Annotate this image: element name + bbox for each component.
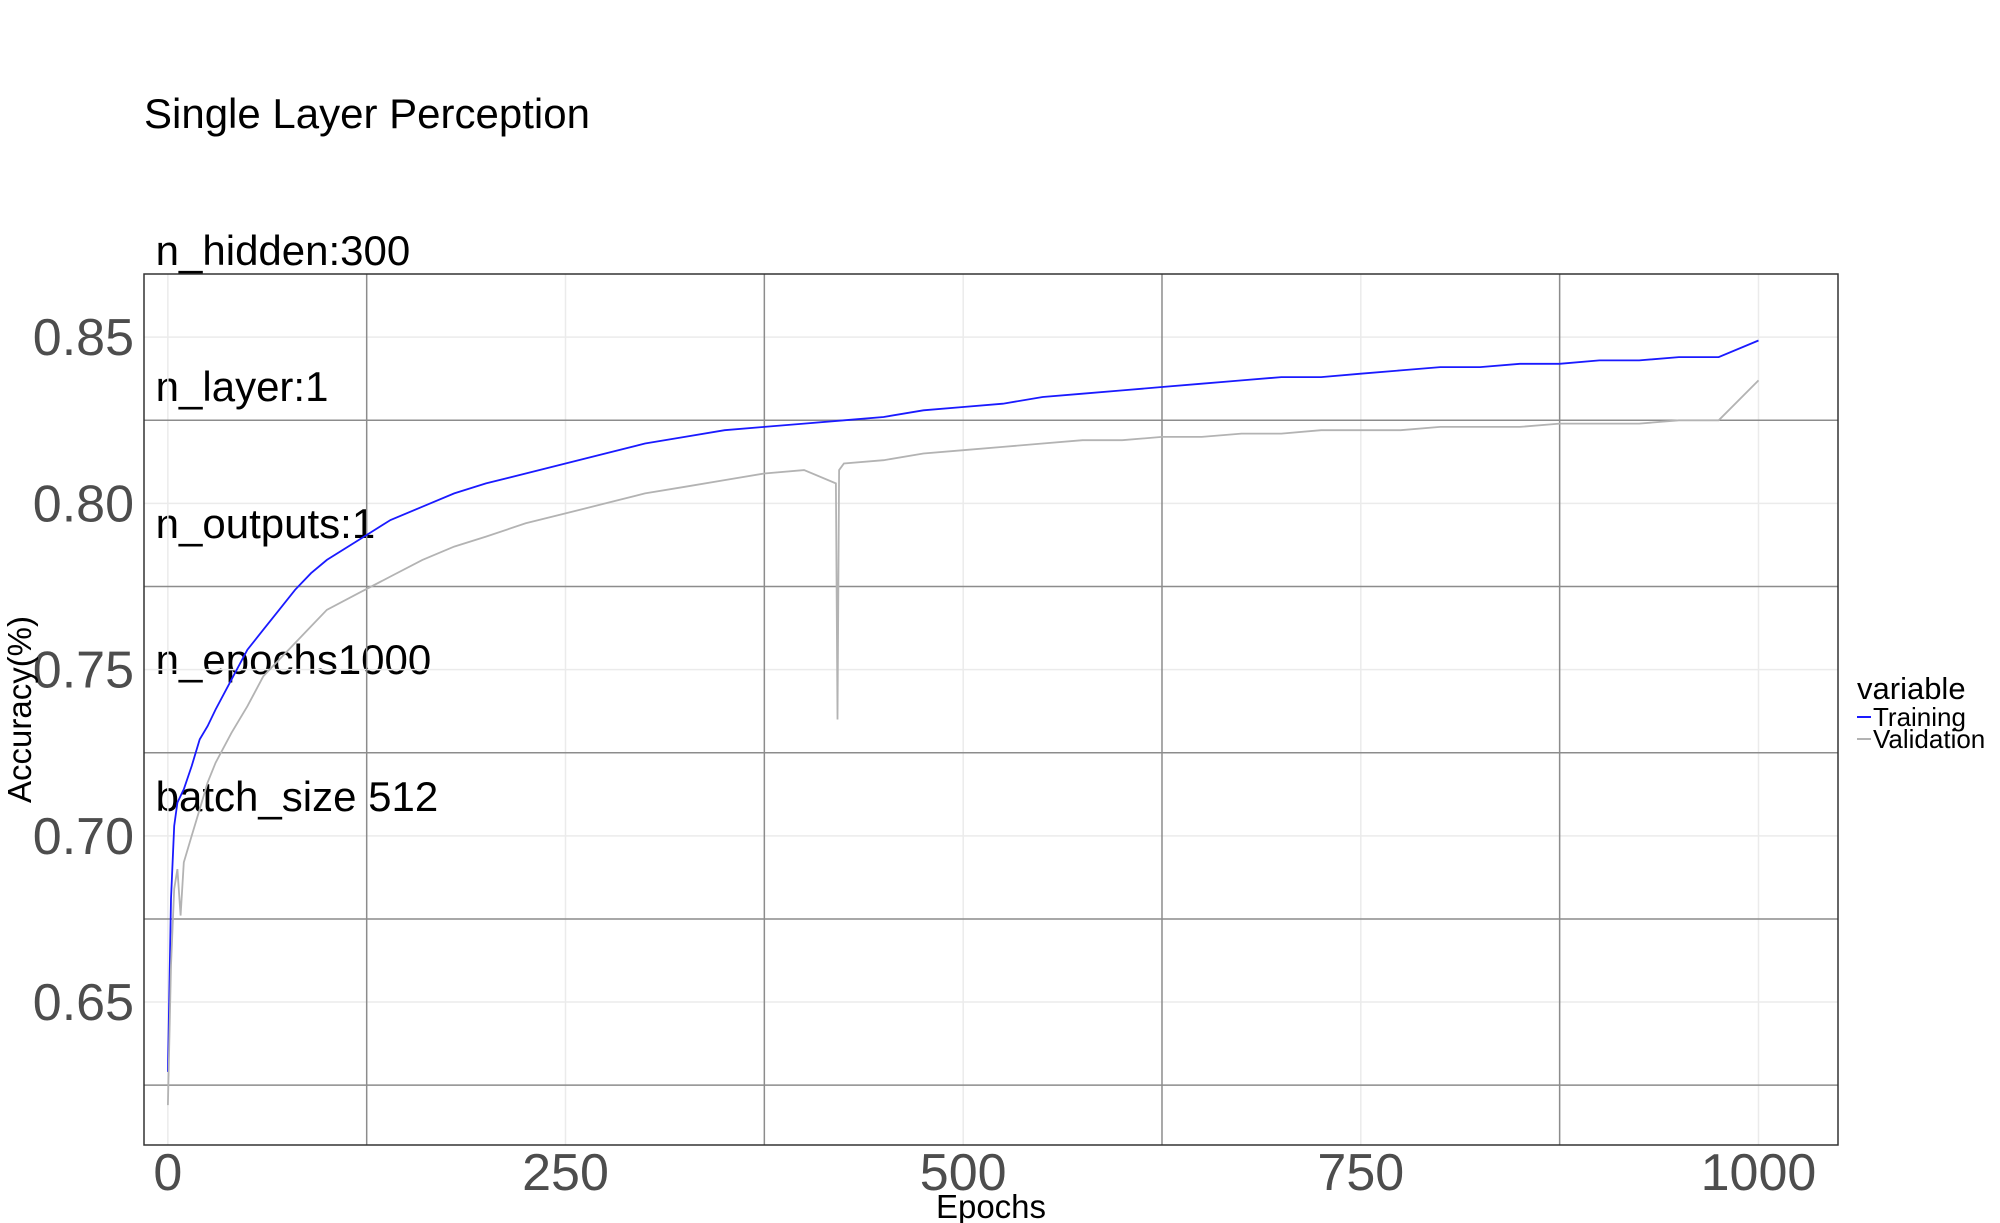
x-tick-label: 1000: [1701, 1144, 1817, 1202]
title-line: batch_size 512: [144, 772, 439, 820]
x-axis-title: Epochs: [936, 1188, 1046, 1223]
x-tick-label: 0: [153, 1144, 182, 1202]
legend-label: Training: [1873, 702, 1966, 732]
panel-border: [143, 273, 1839, 1146]
legend-label: Validation: [1873, 724, 1986, 754]
y-axis-title: Accuracy(%): [1, 616, 38, 803]
legend-item-validation: Validation: [1857, 724, 1986, 754]
title-line: n_outputs:1: [144, 499, 376, 547]
y-tick-label: 0.65: [33, 974, 134, 1032]
grid-major: [144, 274, 1838, 1145]
legend-key-training: [1857, 716, 1871, 718]
title-line: n_layer:1: [144, 363, 329, 410]
legend-title: variable: [1857, 671, 1966, 706]
title-line: n_hidden:300: [144, 226, 411, 274]
legend: variable Training Validation: [1857, 671, 1986, 754]
x-tick-label: 250: [522, 1144, 609, 1202]
x-tick-label: 750: [1317, 1144, 1404, 1202]
y-tick-label: 0.80: [33, 475, 134, 533]
y-tick-label: 0.70: [33, 808, 134, 866]
y-tick-label: 0.85: [33, 309, 134, 367]
title-line: Single Layer Perception: [144, 90, 590, 137]
y-tick-label: 0.75: [33, 642, 134, 700]
series-line-training: [167, 339, 1759, 1072]
chart-title: Single Layer Perception n_hidden:300 n_l…: [144, 0, 590, 865]
x-tick-label: 500: [920, 1144, 1007, 1202]
legend-item-training: Training: [1857, 702, 1985, 732]
grid-minor: [144, 274, 1838, 1145]
y-tick-labels: 0.65 0.70 0.75 0.80 0.85: [33, 309, 134, 1032]
x-tick-labels: 0 250 500 750 1000: [153, 1144, 1816, 1202]
legend-key-validation: [1857, 738, 1871, 740]
series-line-validation: [167, 379, 1760, 1106]
series-layer: [167, 339, 1760, 1106]
